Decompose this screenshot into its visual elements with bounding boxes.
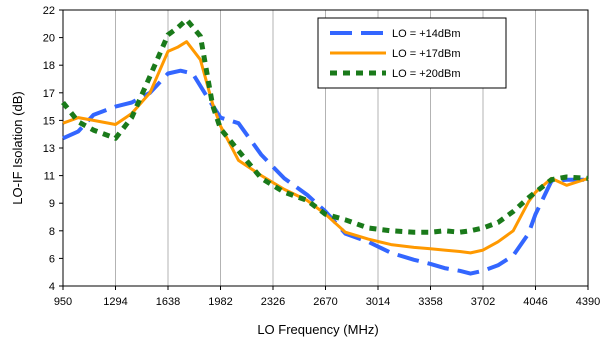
x-tick-label: 950 bbox=[54, 296, 72, 308]
x-tick-label: 3014 bbox=[366, 296, 390, 308]
x-tick-label: 2326 bbox=[261, 296, 285, 308]
legend: LO = +14dBm LO = +17dBm LO = +20dBm bbox=[318, 18, 506, 88]
y-tick-label: 13 bbox=[43, 143, 55, 155]
legend-label-2: LO = +17dBm bbox=[392, 48, 461, 60]
y-tick-label: 4 bbox=[49, 281, 55, 293]
y-tick-label: 17 bbox=[43, 88, 55, 100]
x-tick-label: 1638 bbox=[156, 296, 180, 308]
x-tick-label: 4046 bbox=[523, 296, 547, 308]
x-tick-label: 1982 bbox=[208, 296, 232, 308]
x-tick-labels: 950 1294 1638 1982 2326 2670 3014 3358 3702 4046 4… bbox=[54, 286, 600, 308]
y-tick-label: 20 bbox=[43, 33, 55, 45]
x-tick-label: 4390 bbox=[576, 296, 600, 308]
y-axis-title: LO-IF Isolation (dB) bbox=[10, 91, 25, 204]
y-tick-label: 15 bbox=[43, 115, 55, 127]
legend-label-1: LO = +14dBm bbox=[392, 28, 461, 40]
legend-label-3: LO = +20dBm bbox=[392, 68, 461, 80]
y-tick-label: 18 bbox=[43, 60, 55, 72]
x-tick-label: 3358 bbox=[418, 296, 442, 308]
y-tick-label: 22 bbox=[43, 5, 55, 17]
x-axis-title: LO Frequency (MHz) bbox=[257, 322, 378, 337]
y-tick-label: 9 bbox=[49, 198, 55, 210]
x-tick-label: 3702 bbox=[471, 296, 495, 308]
y-tick-label: 8 bbox=[49, 226, 55, 238]
y-tick-labels: 4 6 8 9 11 13 15 17 18 20 22 bbox=[43, 5, 63, 293]
x-tick-label: 2670 bbox=[313, 296, 337, 308]
x-tick-label: 1294 bbox=[103, 296, 127, 308]
y-tick-label: 6 bbox=[49, 253, 55, 265]
y-tick-label: 11 bbox=[44, 171, 55, 183]
